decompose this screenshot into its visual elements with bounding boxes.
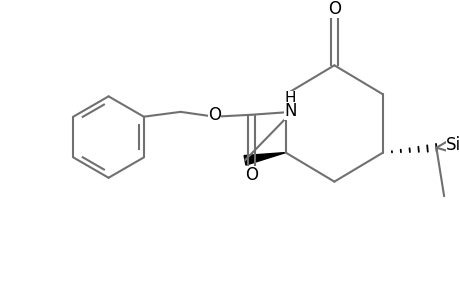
Text: O: O bbox=[327, 0, 340, 18]
Polygon shape bbox=[244, 153, 285, 165]
Text: N: N bbox=[283, 102, 296, 120]
Text: Si: Si bbox=[445, 136, 459, 154]
Text: O: O bbox=[244, 166, 257, 184]
Text: O: O bbox=[207, 106, 221, 124]
Text: H: H bbox=[284, 91, 295, 106]
